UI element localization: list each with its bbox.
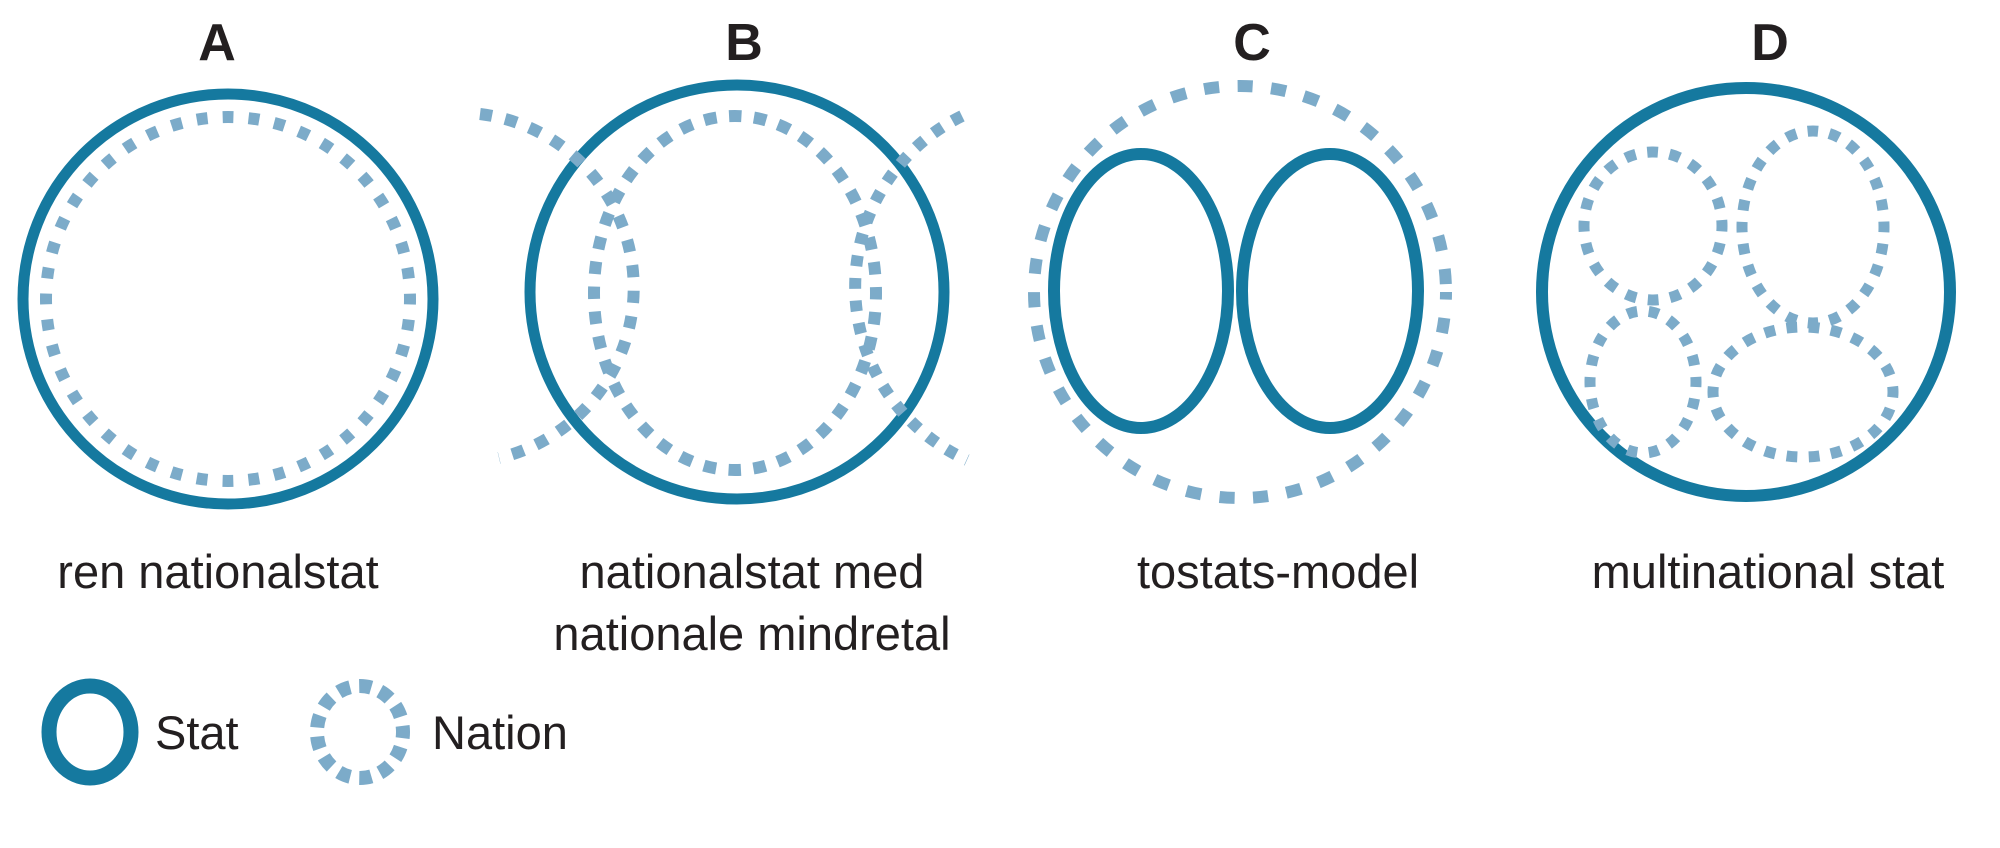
nation-arc-right-b bbox=[849, 110, 970, 466]
panel-b: B nationalstat med nationale mindretal bbox=[479, 14, 970, 660]
nation-dashed-ellipse-b bbox=[588, 110, 882, 476]
nation-dashed-circle-c bbox=[1028, 80, 1452, 504]
nation-dashed-circle-d-topleft bbox=[1578, 146, 1728, 306]
panel-a-label: ren nationalstat bbox=[57, 545, 378, 598]
nation-dashed-ellipse-d-bottomright bbox=[1707, 321, 1899, 463]
nation-dashed-ellipse-d-topright bbox=[1736, 125, 1890, 329]
state-ellipse-c-right bbox=[1236, 148, 1424, 434]
nation-dashed-circle-a bbox=[40, 111, 416, 487]
nation-dashed-ellipse-d-bottomleft bbox=[1584, 305, 1702, 459]
panel-d-letter: D bbox=[1751, 14, 1789, 72]
state-ellipse-c-left bbox=[1048, 148, 1234, 434]
legend-stat-solid-circle-icon bbox=[41, 678, 139, 786]
panel-d: D multinational stat bbox=[1536, 14, 1956, 598]
nation-arc-left-b bbox=[479, 108, 640, 464]
state-circle-d bbox=[1536, 82, 1956, 502]
panel-c: C tostats-model bbox=[1028, 14, 1452, 598]
panel-d-label: multinational stat bbox=[1592, 545, 1945, 598]
state-circle-a bbox=[17, 88, 439, 510]
legend-nation-dashed-circle-icon bbox=[310, 679, 410, 785]
panel-b-letter: B bbox=[725, 14, 763, 72]
legend: Stat Nation bbox=[41, 678, 568, 786]
legend-nation-label: Nation bbox=[432, 706, 568, 759]
panel-c-label: tostats-model bbox=[1137, 545, 1419, 598]
state-circle-b bbox=[524, 79, 950, 505]
legend-stat-label: Stat bbox=[155, 706, 239, 759]
panel-b-label-line2: nationale mindretal bbox=[553, 607, 950, 660]
panel-c-letter: C bbox=[1233, 14, 1271, 72]
panel-a-letter: A bbox=[198, 14, 236, 72]
panel-b-label-line1: nationalstat med bbox=[580, 545, 925, 598]
panel-a: A ren nationalstat bbox=[17, 14, 439, 598]
